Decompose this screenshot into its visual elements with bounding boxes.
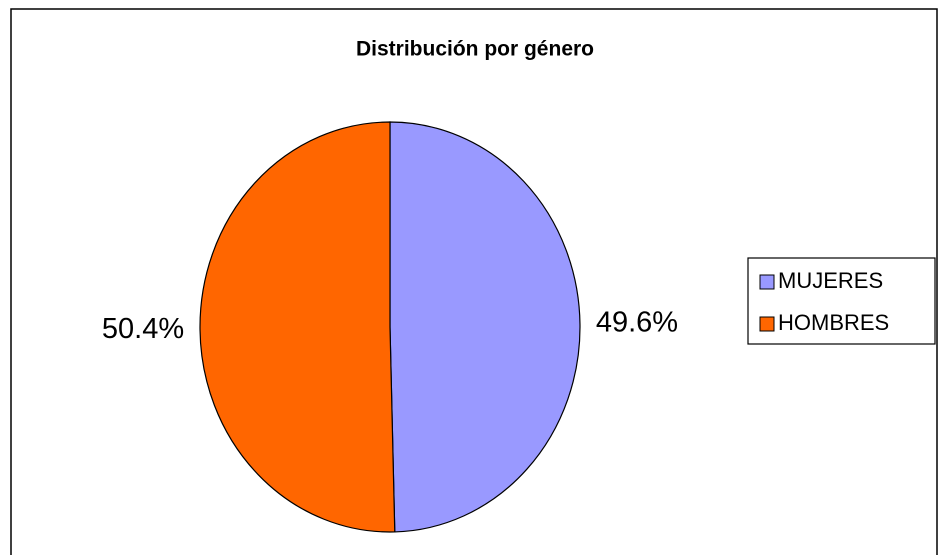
legend-box	[747, 257, 936, 345]
chart-title: Distribución por género	[356, 38, 594, 61]
legend-swatch	[759, 316, 775, 332]
legend-label: MUJERES	[778, 268, 883, 293]
data-label: 50.4%	[102, 313, 184, 345]
pie-slice	[199, 121, 396, 533]
pie-slice	[389, 121, 581, 533]
legend-swatch	[759, 274, 775, 290]
legend-label: HOMBRES	[778, 310, 889, 335]
chart-frame	[10, 8, 938, 555]
data-label: 49.6%	[596, 306, 678, 338]
